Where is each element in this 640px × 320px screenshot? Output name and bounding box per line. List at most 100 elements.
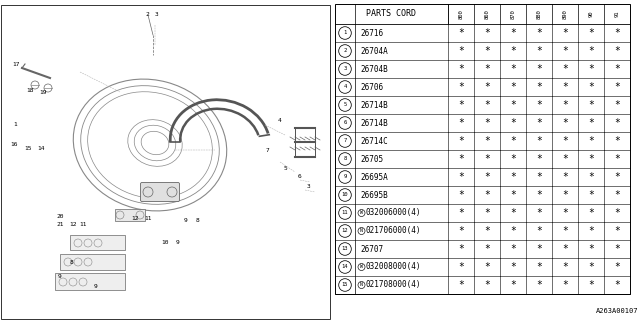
Text: *: * (588, 136, 594, 146)
Text: 6: 6 (297, 174, 301, 180)
Text: W: W (360, 211, 363, 215)
Text: *: * (588, 154, 594, 164)
Text: 7: 7 (344, 139, 347, 143)
Text: *: * (562, 28, 568, 38)
Text: 26695B: 26695B (360, 190, 388, 199)
Text: *: * (588, 118, 594, 128)
Text: *: * (510, 46, 516, 56)
Text: *: * (562, 154, 568, 164)
Text: *: * (510, 190, 516, 200)
Text: *: * (484, 154, 490, 164)
Text: *: * (588, 100, 594, 110)
Text: *: * (458, 208, 464, 218)
Text: *: * (458, 244, 464, 254)
Text: 2: 2 (145, 12, 149, 18)
Text: *: * (614, 136, 620, 146)
Text: 8: 8 (195, 218, 199, 222)
Text: 10: 10 (161, 239, 169, 244)
Text: *: * (614, 64, 620, 74)
Text: 860: 860 (484, 9, 490, 19)
Text: *: * (536, 172, 542, 182)
Text: 11: 11 (79, 222, 87, 228)
Text: *: * (614, 28, 620, 38)
Text: 9: 9 (93, 284, 97, 289)
Text: 8: 8 (70, 260, 74, 266)
Text: *: * (536, 118, 542, 128)
Text: *: * (614, 244, 620, 254)
FancyBboxPatch shape (141, 182, 179, 202)
Text: *: * (484, 28, 490, 38)
Text: *: * (588, 280, 594, 290)
Text: 3: 3 (155, 12, 159, 18)
Text: *: * (588, 172, 594, 182)
Text: *: * (562, 118, 568, 128)
Text: *: * (562, 136, 568, 146)
Text: *: * (614, 172, 620, 182)
Text: *: * (510, 280, 516, 290)
Text: *: * (458, 172, 464, 182)
Text: *: * (588, 28, 594, 38)
Text: *: * (614, 226, 620, 236)
Text: *: * (458, 118, 464, 128)
Text: 91: 91 (614, 11, 620, 17)
Text: *: * (536, 244, 542, 254)
Text: 17: 17 (12, 61, 20, 67)
Text: *: * (484, 262, 490, 272)
Text: *: * (458, 280, 464, 290)
Text: 3: 3 (307, 185, 311, 189)
Text: 18: 18 (26, 87, 34, 92)
Text: *: * (614, 154, 620, 164)
Text: 20: 20 (56, 214, 64, 220)
Text: *: * (536, 280, 542, 290)
Text: *: * (484, 82, 490, 92)
Text: 870: 870 (511, 9, 515, 19)
Text: *: * (536, 154, 542, 164)
Text: *: * (562, 244, 568, 254)
Bar (60, 254, 125, 270)
Text: *: * (510, 172, 516, 182)
Text: *: * (484, 244, 490, 254)
Text: *: * (458, 136, 464, 146)
Text: *: * (562, 172, 568, 182)
Text: *: * (458, 100, 464, 110)
Bar (335, 4, 630, 294)
Text: *: * (614, 100, 620, 110)
Text: 21: 21 (56, 222, 64, 228)
Text: 8: 8 (344, 156, 347, 162)
Text: *: * (484, 190, 490, 200)
Text: *: * (614, 118, 620, 128)
Text: *: * (562, 208, 568, 218)
Text: *: * (562, 262, 568, 272)
Text: 13: 13 (342, 246, 348, 252)
Text: *: * (484, 118, 490, 128)
Text: *: * (536, 136, 542, 146)
Text: *: * (458, 28, 464, 38)
Text: 890: 890 (563, 9, 568, 19)
Text: N: N (360, 283, 363, 287)
Text: *: * (458, 154, 464, 164)
Text: *: * (484, 280, 490, 290)
Text: 11: 11 (144, 215, 152, 220)
Text: 26695A: 26695A (360, 172, 388, 181)
Text: 26707: 26707 (360, 244, 383, 253)
Text: *: * (614, 46, 620, 56)
Text: 16: 16 (10, 142, 18, 148)
Text: 9: 9 (176, 239, 180, 244)
Text: 880: 880 (536, 9, 541, 19)
Text: 3: 3 (344, 67, 347, 71)
Text: 19: 19 (39, 90, 47, 94)
Text: 11: 11 (342, 211, 348, 215)
Text: 26716: 26716 (360, 28, 383, 37)
Text: *: * (562, 100, 568, 110)
Text: 5: 5 (283, 165, 287, 171)
Text: *: * (458, 82, 464, 92)
Text: *: * (588, 208, 594, 218)
Text: 26705: 26705 (360, 155, 383, 164)
Text: *: * (510, 226, 516, 236)
Text: *: * (588, 46, 594, 56)
Text: *: * (588, 262, 594, 272)
Bar (115, 209, 145, 221)
Text: *: * (510, 154, 516, 164)
Text: 1: 1 (13, 123, 17, 127)
Bar (55, 273, 125, 290)
